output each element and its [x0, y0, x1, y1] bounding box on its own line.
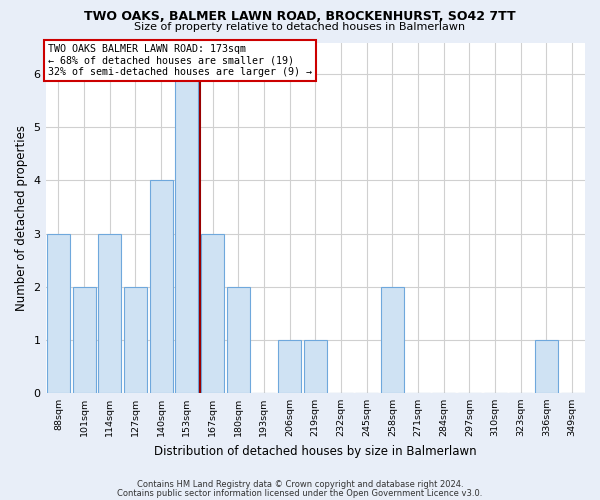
Bar [98, 234, 121, 393]
Bar [535, 340, 558, 393]
Bar [201, 234, 224, 393]
Bar [381, 286, 404, 393]
Text: TWO OAKS, BALMER LAWN ROAD, BROCKENHURST, SO42 7TT: TWO OAKS, BALMER LAWN ROAD, BROCKENHURST… [84, 10, 516, 23]
Y-axis label: Number of detached properties: Number of detached properties [15, 124, 28, 310]
Text: TWO OAKS BALMER LAWN ROAD: 173sqm
← 68% of detached houses are smaller (19)
32% : TWO OAKS BALMER LAWN ROAD: 173sqm ← 68% … [48, 44, 312, 78]
X-axis label: Distribution of detached houses by size in Balmerlawn: Distribution of detached houses by size … [154, 444, 476, 458]
Bar [124, 286, 147, 393]
Text: Size of property relative to detached houses in Balmerlawn: Size of property relative to detached ho… [134, 22, 466, 32]
Text: Contains HM Land Registry data © Crown copyright and database right 2024.: Contains HM Land Registry data © Crown c… [137, 480, 463, 489]
Bar [149, 180, 173, 393]
Bar [304, 340, 327, 393]
Bar [227, 286, 250, 393]
Bar [73, 286, 95, 393]
Bar [278, 340, 301, 393]
Bar [175, 74, 199, 393]
Text: Contains public sector information licensed under the Open Government Licence v3: Contains public sector information licen… [118, 489, 482, 498]
Bar [47, 234, 70, 393]
